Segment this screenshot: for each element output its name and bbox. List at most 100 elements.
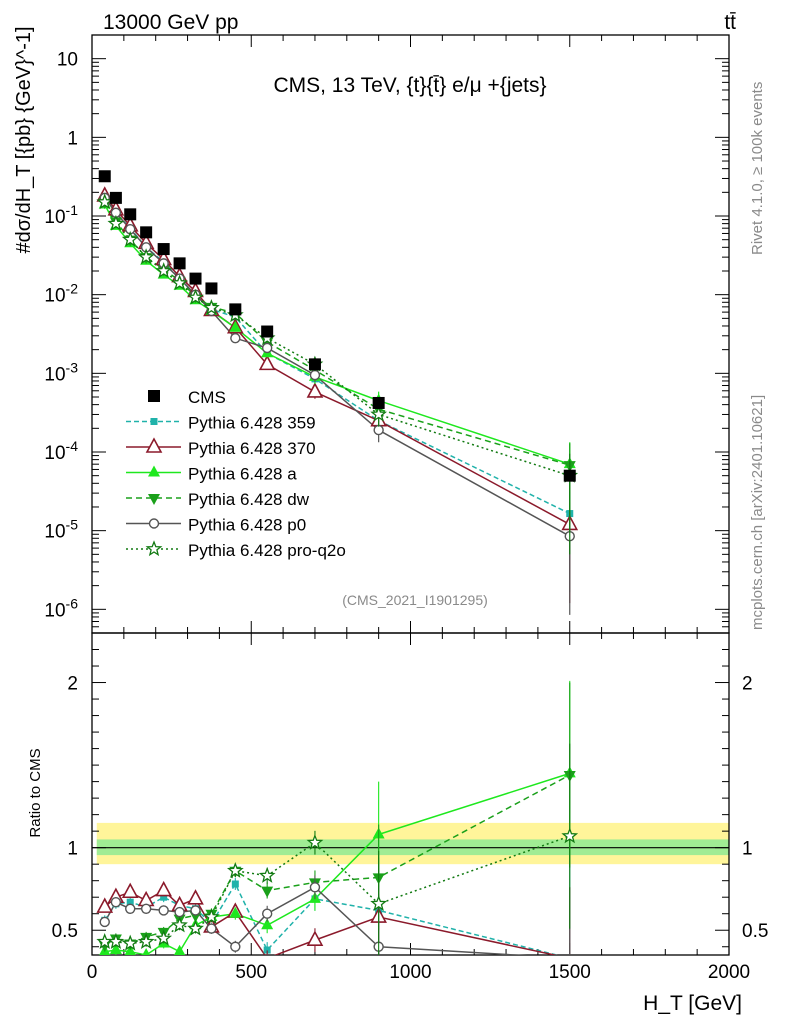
series-marker: [230, 332, 241, 344]
legend-marker: [148, 494, 160, 505]
ratio-marker: [171, 916, 188, 933]
series-marker: [107, 214, 125, 231]
y-tick-label: 10-3: [44, 359, 78, 385]
ratio-marker: [140, 903, 152, 914]
chart-title: CMS, 13 TeV, {t}{t̄} e/μ +{jets}: [273, 74, 546, 97]
legend-marker: [150, 418, 158, 425]
x-tick-label: 0: [87, 962, 98, 983]
ratio-marker: [160, 893, 168, 901]
header-left: 13000 GeV pp: [103, 11, 238, 34]
ratio-marker: [190, 905, 201, 916]
series-line: [104, 201, 570, 466]
ratio-marker: [226, 861, 244, 878]
ratio-marker: [155, 929, 173, 946]
ratio-marker: [173, 944, 186, 955]
data-point: [157, 243, 170, 256]
legend: CMS Pythia 6.428 359 Pythia 6.428 370 Pythi…: [126, 388, 346, 560]
ratio-marker: [126, 898, 134, 906]
data-point: [261, 325, 274, 338]
x-axis-title: H_T [GeV]: [643, 992, 742, 1015]
x-tick-label: 1500: [549, 962, 591, 983]
ratio-marker: [137, 932, 155, 949]
series-marker: [187, 288, 204, 305]
ratio-marker: [309, 882, 321, 893]
legend-label: Pythia 6.428 dw: [188, 490, 310, 509]
series-line: [104, 204, 570, 465]
ratio-marker: [174, 906, 185, 918]
series-marker: [309, 369, 321, 381]
series-marker: [261, 342, 273, 354]
y-tick-label: 10-4: [44, 438, 78, 464]
ratio-marker: [261, 918, 274, 930]
legend-label: Pythia 6.428 pro-q2o: [188, 541, 346, 560]
series-marker: [155, 262, 173, 279]
legend-marker: [145, 437, 163, 453]
ratio-marker: [137, 890, 155, 907]
ratio-lines: [104, 772, 571, 955]
x-tick-label: 2000: [708, 962, 750, 983]
ratio-marker: [258, 866, 276, 883]
data-point: [124, 208, 137, 221]
ratio-marker: [230, 941, 241, 952]
series-marker: [373, 424, 384, 436]
ratio-marker: [263, 946, 271, 954]
axes: 0 500 1000 1500 2000 10 1 10-1 10-2 10-3 10-4 10-5 1…: [44, 34, 768, 983]
ratio-tick-label: 2: [67, 674, 78, 695]
ratio-markers: [96, 680, 579, 955]
ratio-tick-label-right: 1: [742, 839, 753, 860]
ratio-marker: [261, 908, 273, 919]
y-tick-label: 10: [57, 50, 78, 71]
ratio-tick-label: 0.5: [52, 921, 78, 942]
legend-marker: [148, 390, 160, 402]
y-tick-label: 10-5: [44, 517, 78, 543]
series-marker: [203, 298, 220, 315]
y-tick-label: 10-6: [44, 595, 78, 621]
legend-label: Pythia 6.428 a: [188, 465, 297, 484]
ratio-marker: [206, 923, 217, 934]
ratio-marker: [203, 908, 220, 925]
ratio-marker: [561, 827, 579, 844]
header-right: tt̄: [724, 11, 736, 34]
rivet-label: Rivet 4.1.0, ≥ 100k events: [749, 82, 766, 255]
ratio-marker: [306, 930, 324, 946]
series-marker: [137, 248, 155, 265]
ratio-marker: [231, 880, 239, 888]
legend-marker: [148, 465, 160, 477]
ratio-marker: [121, 934, 139, 951]
data-point: [173, 257, 186, 270]
series-markers: [96, 170, 579, 615]
series-marker: [229, 320, 242, 332]
series-line: [104, 197, 571, 537]
series-line: [104, 201, 570, 477]
y-axis-title: #dσ/dH_T [{pb} {GeV}^-1]: [13, 26, 35, 253]
series-lines: [104, 195, 571, 537]
ratio-marker: [107, 933, 125, 949]
y-tick-label: 1: [67, 128, 78, 149]
ratio-marker: [109, 943, 122, 955]
ratio-marker: [110, 896, 122, 908]
data-point: [140, 226, 153, 239]
y-tick-label: 10-2: [44, 281, 78, 307]
legend-marker: [145, 540, 163, 557]
x-tick-label: 1000: [389, 962, 431, 983]
series-line: [104, 195, 571, 526]
series-marker: [306, 382, 324, 398]
data-point: [189, 272, 202, 285]
legend-label: Pythia 6.428 p0: [188, 516, 306, 535]
series-marker: [171, 274, 188, 291]
uncertainty-bands: [92, 822, 730, 865]
data-point: [308, 358, 321, 371]
ratio-marker: [142, 948, 150, 955]
x-tick-label: 500: [235, 962, 267, 983]
ratio-marker: [187, 889, 204, 905]
series-marker: [370, 405, 387, 422]
y-tick-label: 10-1: [44, 202, 78, 228]
ratio-marker: [125, 903, 136, 914]
ratio-axis-title: Ratio to CMS: [27, 748, 44, 837]
series-marker: [96, 193, 114, 210]
legend-label: CMS: [188, 388, 226, 407]
mcplots-label: mcplots.cern.ch [arXiv:2401.10621]: [749, 395, 766, 630]
data-point: [98, 170, 111, 183]
data-point: [563, 469, 576, 482]
